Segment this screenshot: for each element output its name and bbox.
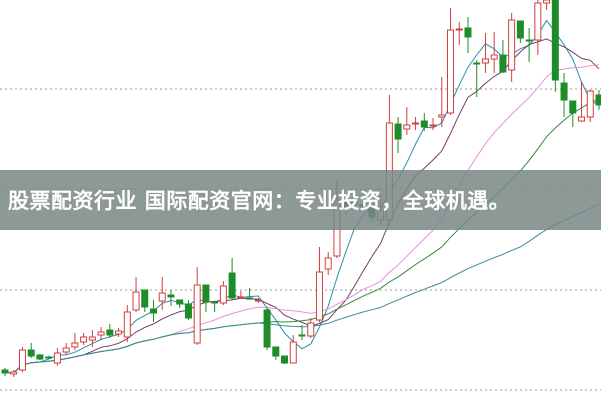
candle-down <box>184 303 192 319</box>
candle-up <box>132 291 140 311</box>
candle-up <box>315 271 323 321</box>
candle-up <box>481 58 489 64</box>
candle-down <box>298 334 306 337</box>
candle-up <box>403 124 411 130</box>
candle-down <box>516 20 524 39</box>
candle-down <box>560 82 568 101</box>
candle-down <box>525 39 533 42</box>
candle-up <box>586 90 594 118</box>
candle-down <box>36 354 44 360</box>
candle-down <box>141 289 149 308</box>
candle-down <box>246 297 254 300</box>
candle-up <box>324 257 332 270</box>
candle-down <box>150 308 157 314</box>
candle-down <box>551 0 559 81</box>
caption-text: 股票配资行业 国际配资官网：专业投资，全球机遇。 <box>8 189 511 213</box>
candle-down <box>27 349 35 357</box>
candle-down <box>272 346 280 357</box>
candle-down <box>45 356 53 359</box>
candle-up <box>88 336 96 341</box>
candle-down <box>106 329 114 336</box>
candle-down <box>420 120 428 128</box>
candle-up <box>543 0 551 4</box>
candle-down <box>228 272 236 299</box>
candle-up <box>508 19 516 71</box>
candle-up <box>438 114 446 118</box>
candle-down <box>211 301 219 304</box>
candle-up <box>307 322 315 337</box>
candle-up <box>219 285 227 304</box>
candle-up <box>254 299 262 302</box>
candle-down <box>394 123 402 140</box>
candle-up <box>97 331 105 336</box>
ma10-line <box>4 38 600 374</box>
candle-up <box>534 2 542 41</box>
candle-down <box>176 299 184 305</box>
candle-up <box>158 292 166 302</box>
candle-down <box>569 100 577 114</box>
candle-up <box>53 352 61 364</box>
candle-up <box>289 341 297 364</box>
candle-up <box>412 122 420 125</box>
candle-up <box>429 124 437 127</box>
candle-down <box>499 54 507 73</box>
candle-down <box>281 355 289 364</box>
candle-down <box>1 369 9 374</box>
candle-up <box>10 371 18 375</box>
candle-up <box>71 342 79 348</box>
candle-up <box>455 28 463 31</box>
candle-down <box>464 27 472 38</box>
candle-up <box>18 349 26 371</box>
candle-up <box>193 284 201 344</box>
candle-up <box>123 311 131 338</box>
candle-down <box>263 309 271 348</box>
candle-up <box>578 116 586 122</box>
candle-up <box>490 54 498 60</box>
candle-up <box>80 336 88 343</box>
candle-up <box>447 29 454 114</box>
caption-banner: 股票配资行业 国际配资官网：专业投资，全球机遇。 <box>0 170 601 230</box>
candle-up <box>115 330 123 335</box>
candle-down <box>595 94 601 106</box>
candle-down <box>473 62 481 65</box>
candle-down <box>202 284 210 303</box>
candle-up <box>237 296 245 299</box>
candle-down <box>167 294 175 298</box>
candle-up <box>62 347 70 353</box>
